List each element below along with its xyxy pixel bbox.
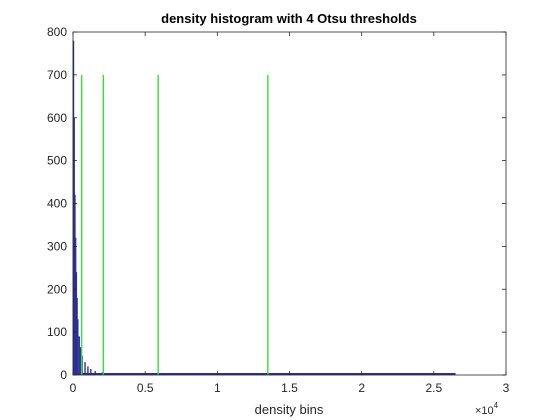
y-tick-label: 500 bbox=[47, 154, 67, 168]
chart-title: density histogram with 4 Otsu thresholds bbox=[161, 11, 417, 26]
y-tick-label: 800 bbox=[47, 25, 67, 39]
x-tick-label: 2 bbox=[358, 381, 365, 395]
y-tick-label: 400 bbox=[47, 197, 67, 211]
x-tick-label: 0.5 bbox=[137, 381, 154, 395]
y-tick-label: 700 bbox=[47, 68, 67, 82]
x-axis-exponent-base: ×10 bbox=[475, 405, 494, 417]
x-axis-exponent-power: 4 bbox=[494, 401, 499, 410]
threshold-lines bbox=[80, 74, 269, 375]
y-tick-label: 200 bbox=[47, 282, 67, 296]
x-tick-label: 0 bbox=[70, 381, 77, 395]
y-tick-label: 0 bbox=[60, 368, 67, 382]
x-tick-label: 3 bbox=[503, 381, 510, 395]
x-tick-label: 2.5 bbox=[425, 381, 442, 395]
y-tick-label: 300 bbox=[47, 239, 67, 253]
plot-area bbox=[73, 32, 506, 375]
x-axis-exponent: ×104 bbox=[475, 401, 499, 417]
x-tick-label: 1 bbox=[214, 381, 221, 395]
x-axis: 0 0.5 1 1.5 2 2.5 3 bbox=[70, 32, 510, 395]
y-tick-label: 600 bbox=[47, 111, 67, 125]
y-tick-label: 100 bbox=[47, 325, 67, 339]
x-tick-label: 1.5 bbox=[281, 381, 298, 395]
x-axis-label: density bins bbox=[255, 402, 324, 417]
y-axis: 0 100 200 300 400 500 600 700 800 bbox=[47, 25, 506, 382]
